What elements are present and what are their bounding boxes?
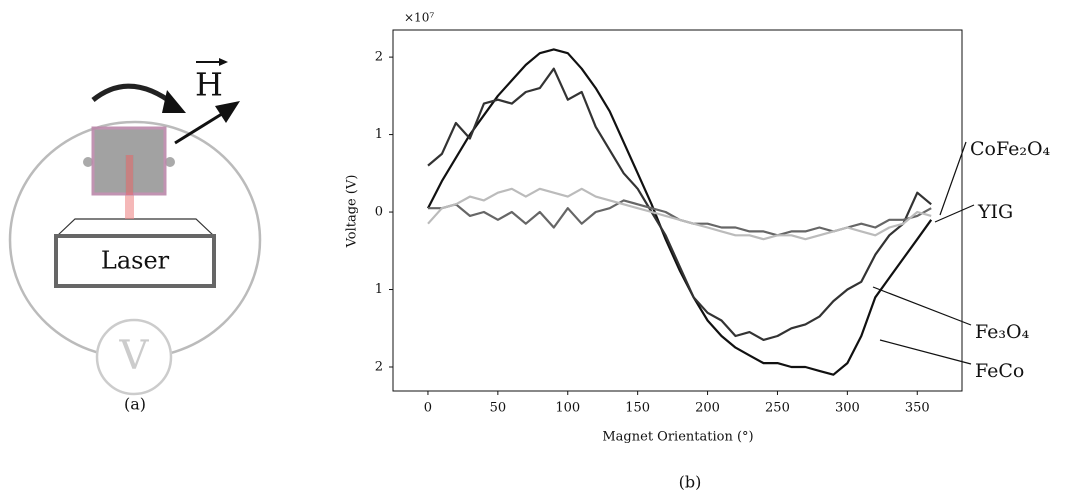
x-tick-label: 250 — [765, 401, 790, 416]
label-leader — [872, 286, 972, 326]
caption: (b) — [679, 473, 702, 492]
x-tick-label: 100 — [555, 401, 580, 416]
arrowhead — [215, 101, 240, 123]
setup-diagram: V Laser H (a) — [8, 58, 262, 414]
arrowhead — [162, 90, 186, 113]
laser-label: Laser — [101, 247, 170, 275]
series-label: YIG — [977, 201, 1013, 223]
contact — [165, 157, 175, 167]
field-label: H — [195, 66, 223, 104]
x-tick-label: 0 — [424, 401, 432, 416]
y-axis-label: Voltage (V) — [345, 175, 360, 249]
y-tick-label: 2 — [375, 359, 383, 374]
series-line — [427, 67, 932, 341]
x-tick-label: 150 — [625, 401, 650, 416]
y-offset-label: ×10⁷ — [404, 11, 434, 25]
voltmeter-label: V — [119, 333, 150, 379]
chart: (b) Magnet Orientation (°) Voltage (V) ×… — [345, 11, 1051, 492]
rotation-arrow — [91, 83, 177, 107]
voltmeter — [95, 318, 173, 396]
x-tick-label: 200 — [695, 401, 720, 416]
series-line — [427, 187, 932, 241]
field-arrow — [174, 110, 226, 145]
x-tick-label: 300 — [835, 401, 860, 416]
label-leader — [934, 204, 975, 223]
series-line — [427, 48, 933, 376]
caption: (a) — [124, 395, 146, 414]
series-label: Fe₃O₄ — [975, 321, 1030, 343]
label-leader — [879, 339, 972, 365]
laser-spot — [126, 155, 133, 195]
series-label: FeCo — [975, 360, 1024, 382]
laser-top — [55, 218, 216, 237]
y-tick-label: 1 — [375, 282, 383, 297]
arrowhead — [219, 58, 228, 66]
y-tick-label: 1 — [375, 127, 383, 142]
y-tick-label: 0 — [375, 205, 383, 220]
laser-box — [54, 234, 216, 288]
label-leader — [939, 141, 967, 216]
x-axis-label: Magnet Orientation (°) — [602, 430, 753, 445]
contact — [83, 157, 93, 167]
x-tick-label: 350 — [905, 401, 930, 416]
x-tick-label: 50 — [490, 401, 507, 416]
y-tick-label: 2 — [375, 50, 383, 65]
series-label: CoFe₂O₄ — [970, 138, 1051, 160]
plot-frame — [392, 29, 963, 392]
